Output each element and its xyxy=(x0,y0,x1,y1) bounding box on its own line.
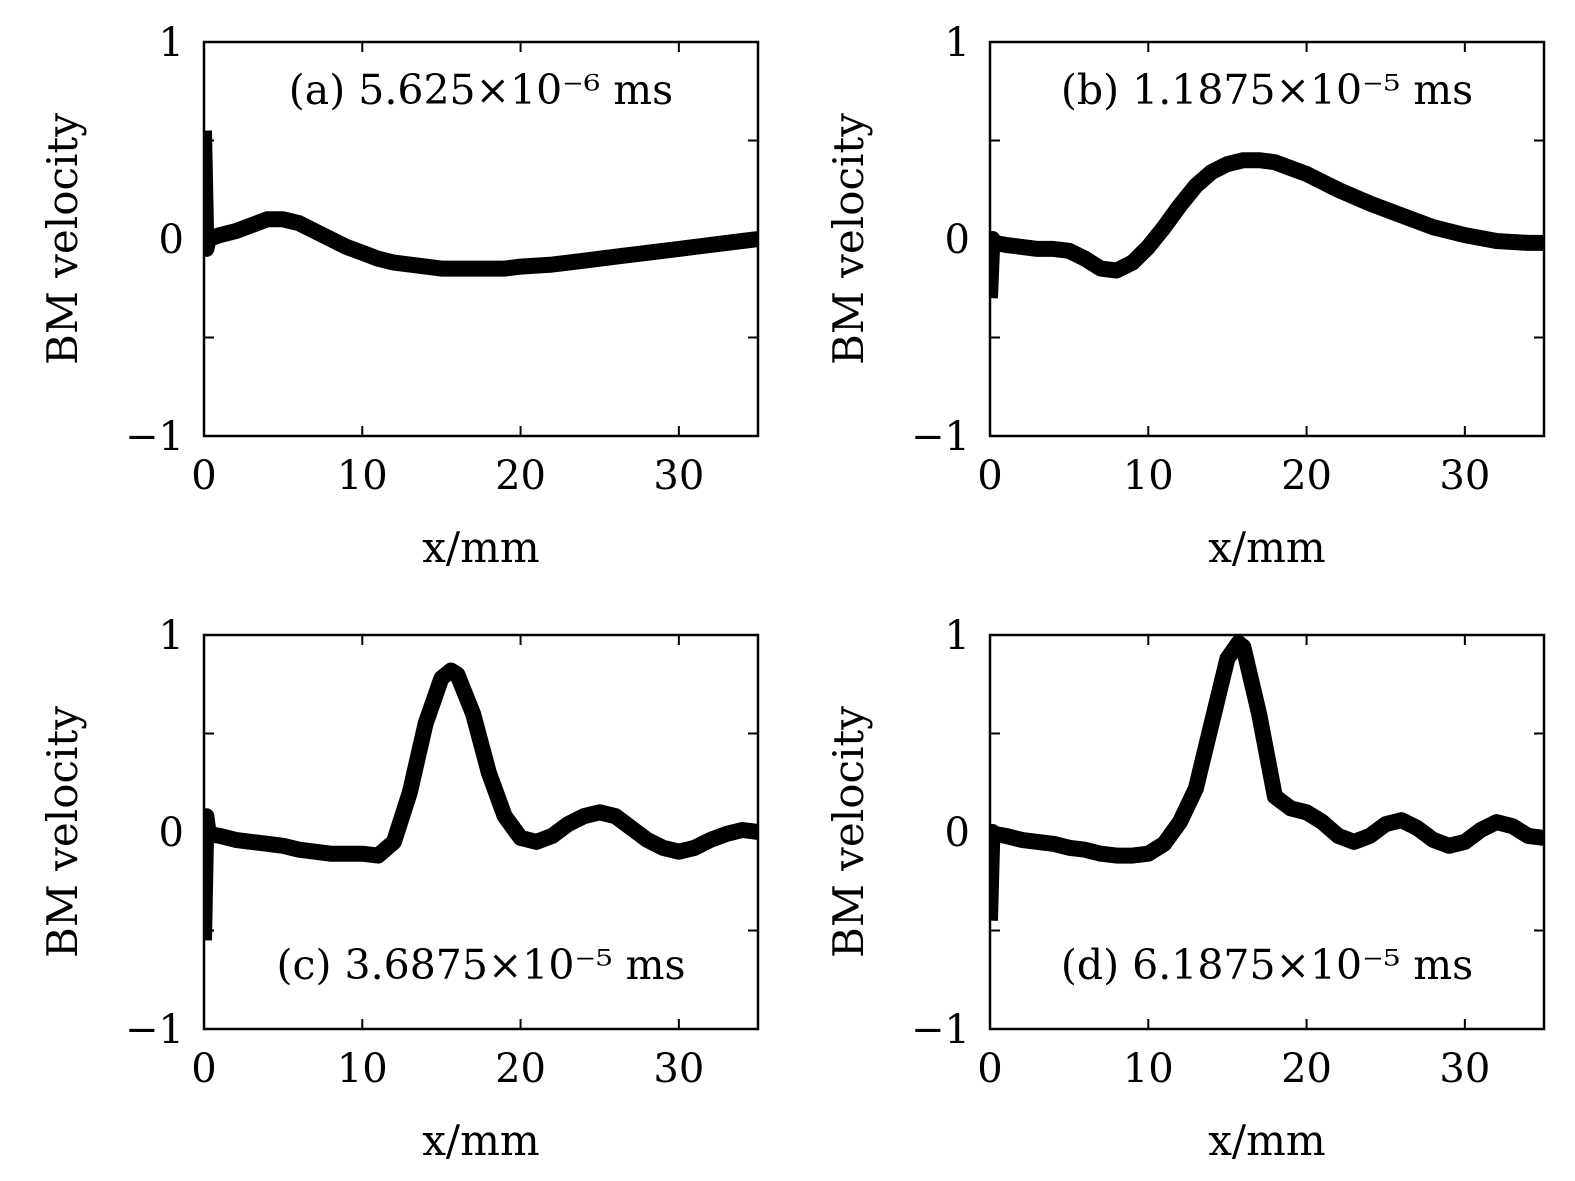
x-tick-label: 10 xyxy=(1123,453,1174,499)
x-tick-label: 30 xyxy=(1439,453,1490,499)
series-line-d-0 xyxy=(990,635,1544,921)
panel-annotation: (b) 1.1875×10⁻⁵ ms xyxy=(1061,66,1473,114)
series-line-b-0 xyxy=(990,152,1544,299)
x-tick-label: 20 xyxy=(495,1046,546,1092)
x-tick-label: 30 xyxy=(1439,1046,1490,1092)
series-line-a-0 xyxy=(204,130,758,277)
y-tick-label: 1 xyxy=(159,20,184,66)
y-axis-label: BM velocity xyxy=(38,706,87,958)
x-axis-label: x/mm xyxy=(422,1116,540,1165)
x-tick-label: 0 xyxy=(977,1046,1002,1092)
y-tick-label: 1 xyxy=(159,613,184,659)
x-tick-label: 30 xyxy=(653,453,704,499)
panel-annotation: (c) 3.6875×10⁻⁵ ms xyxy=(277,941,686,989)
x-tick-label: 20 xyxy=(1281,453,1332,499)
x-tick-label: 10 xyxy=(337,453,388,499)
x-axis-label: x/mm xyxy=(1208,1116,1326,1165)
y-tick-label: 0 xyxy=(945,810,970,856)
x-tick-label: 10 xyxy=(1123,1046,1174,1092)
y-tick-label: −1 xyxy=(911,1007,970,1053)
x-tick-label: 10 xyxy=(337,1046,388,1092)
x-tick-label: 30 xyxy=(653,1046,704,1092)
x-tick-label: 0 xyxy=(191,453,216,499)
x-tick-label: 0 xyxy=(191,1046,216,1092)
y-tick-label: 0 xyxy=(159,810,184,856)
y-axis-label: BM velocity xyxy=(824,113,873,365)
y-axis-label: BM velocity xyxy=(38,113,87,365)
y-tick-label: 0 xyxy=(159,217,184,263)
panel-annotation: (a) 5.625×10⁻⁶ ms xyxy=(289,66,673,114)
y-tick-label: 1 xyxy=(945,20,970,66)
y-tick-label: −1 xyxy=(911,414,970,460)
series-line-c-0 xyxy=(204,662,758,941)
x-tick-label: 20 xyxy=(1281,1046,1332,1092)
y-tick-label: −1 xyxy=(125,414,184,460)
y-tick-label: 1 xyxy=(945,613,970,659)
y-axis-label: BM velocity xyxy=(824,706,873,958)
y-tick-label: 0 xyxy=(945,217,970,263)
panel-annotation: (d) 6.1875×10⁻⁵ ms xyxy=(1061,941,1473,989)
x-tick-label: 0 xyxy=(977,453,1002,499)
x-axis-label: x/mm xyxy=(422,523,540,572)
x-tick-label: 20 xyxy=(495,453,546,499)
x-axis-label: x/mm xyxy=(1208,523,1326,572)
y-tick-label: −1 xyxy=(125,1007,184,1053)
